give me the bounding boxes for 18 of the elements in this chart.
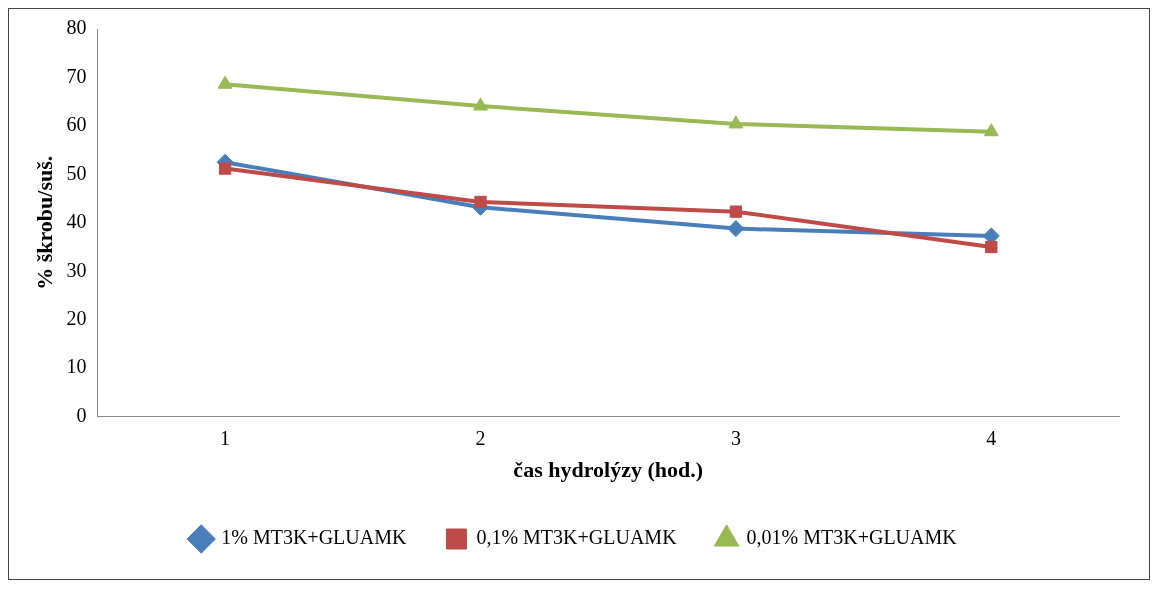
y-axis-title: % škrobu/suš.: [31, 155, 57, 290]
x-tick-label: 4: [986, 426, 997, 449]
y-tick-label: 0: [76, 403, 87, 426]
y-tick-label: 30: [66, 258, 87, 281]
y-tick-label: 20: [66, 306, 87, 329]
y-tick-label: 80: [66, 16, 87, 39]
x-axis-title: čas hydrolýzy (hod.): [513, 457, 704, 483]
x-tick-label: 2: [475, 426, 486, 449]
legend-label: 0,01% MT3K+GLUAMK: [746, 526, 958, 549]
x-tick-label: 3: [730, 426, 741, 449]
y-tick-label: 10: [66, 355, 87, 378]
x-tick-label: 1: [220, 426, 231, 449]
legend-label: 1% MT3K+GLUAMK: [221, 526, 407, 549]
y-tick-label: 70: [66, 64, 87, 87]
legend-label: 0,1% MT3K+GLUAMK: [476, 526, 678, 549]
y-tick-label: 40: [66, 210, 87, 233]
y-tick-label: 60: [66, 113, 87, 136]
y-tick-label: 50: [66, 161, 87, 184]
